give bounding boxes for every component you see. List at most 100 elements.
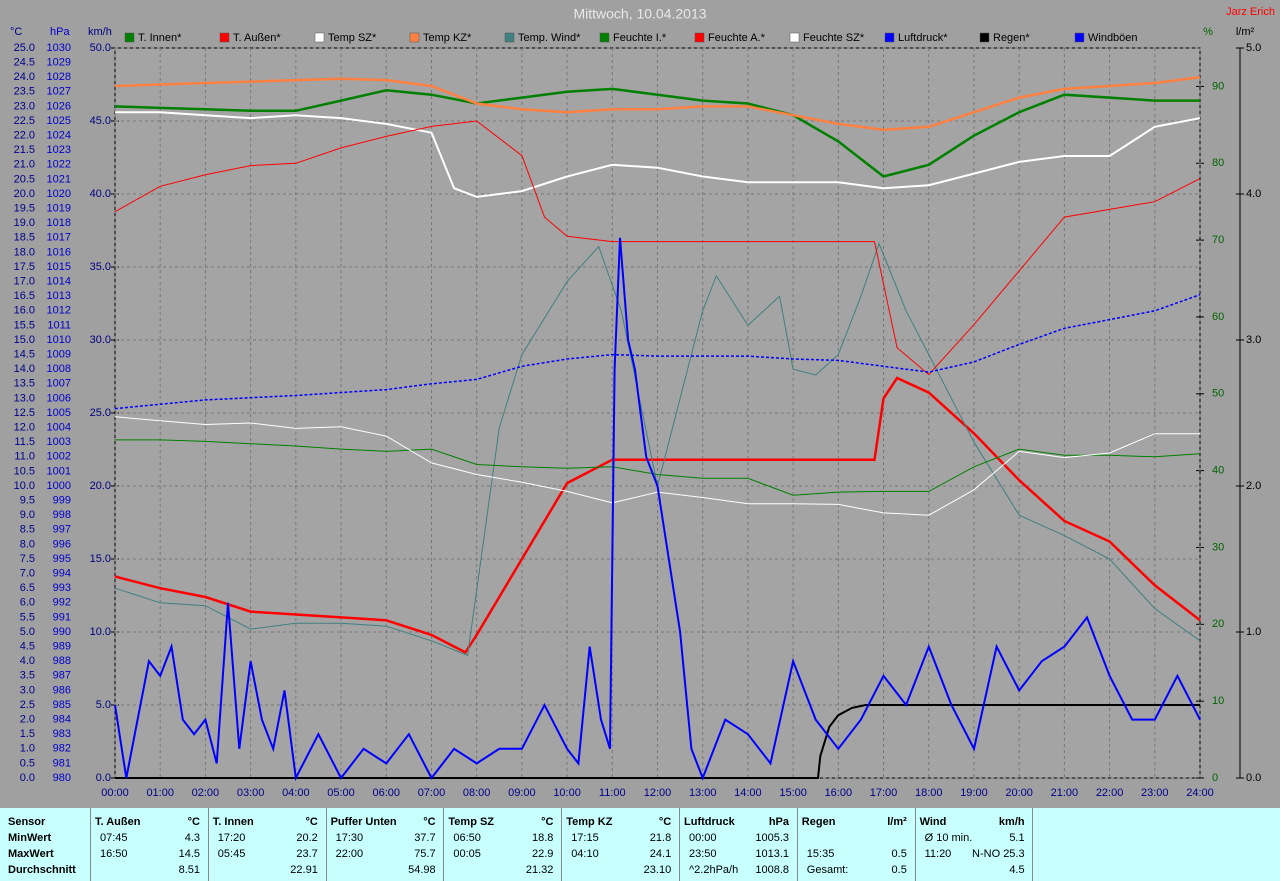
y-tick-label: 987 [53,670,71,682]
series-line [115,704,1200,779]
column-separator [679,808,680,881]
cell-value: 21.8 [649,832,672,844]
cell-label: 17:30 [335,832,364,844]
x-tick-label: 07:00 [418,787,446,799]
x-tick-label: 00:00 [101,787,129,799]
y-tick-label: 1006 [47,392,71,404]
y-tick-label: 25.0 [90,407,111,419]
column-separator [90,808,91,881]
y-tick-label: 5.0 [20,626,35,638]
cell-value: 4.5 [1009,864,1025,876]
y-tick-label: 40 [1212,465,1224,477]
legend-label: Windböen [1088,32,1138,44]
y-tick-label: 20.0 [90,480,111,492]
y-tick-label: 15.5 [14,319,35,331]
x-tick-label: 04:00 [282,787,310,799]
cell-label: 07:45 [100,832,128,844]
row-label: MaxWert [8,848,54,860]
group-name: Temp KZ [566,816,613,828]
cell-label: 15:35 [806,848,835,860]
column-separator [796,808,798,881]
cell-value: 75.7 [414,848,436,860]
cell-label: 11:20 [924,848,952,860]
y-tick-label: 1018 [47,217,71,229]
y-tick-label: 18.5 [14,232,35,244]
group-name: Regen [801,816,836,828]
legend-swatch [1074,32,1085,43]
y-tick-label: 1.5 [20,728,35,740]
legend-label: Feuchte SZ* [803,32,865,44]
y-tick-label: 23.0 [14,100,35,112]
x-tick-label: 17:00 [870,787,898,799]
y-tick-label: 17.0 [14,276,35,288]
y-tick-label: 989 [53,641,71,653]
y-tick-label: 1.0 [1246,626,1261,638]
y-tick-label: 5.0 [96,699,111,711]
y-tick-label: 9.0 [20,509,35,521]
cell-value: 22.9 [531,848,554,860]
y-tick-label: 24.5 [14,57,35,69]
column-separator [207,808,209,881]
y-tick-label: 21.0 [14,159,35,171]
y-tick-label: 4.0 [20,655,35,667]
y-tick-label: 991 [53,611,71,623]
y-tick-label: 11.5 [14,436,35,448]
cell-label: 00:05 [453,848,481,860]
x-tick-label: 23:00 [1141,787,1169,799]
y-tick-label: 1000 [47,480,71,492]
cell-label: Ø 10 min. [924,832,973,844]
group-name: T. Außen [95,816,141,828]
y-tick-label: 985 [53,699,71,711]
y-tick-label: 996 [53,538,71,550]
cell-value: 22.91 [290,864,318,876]
y-tick-label: 1007 [47,378,71,390]
legend-swatch [124,32,135,43]
x-tick-label: 08:00 [463,787,491,799]
y-tick-label: 12.5 [14,407,35,419]
y-tick-label: 994 [53,568,71,580]
y-tick-label: 992 [53,597,71,609]
y-tick-label: 1012 [47,305,71,317]
y-tick-label: 983 [53,728,71,740]
y-tick-label: 2.0 [1246,480,1261,492]
y-tick-label: 1005 [47,407,71,419]
y-tick-label: 40.0 [90,188,111,200]
y-tick-label: 997 [53,524,71,536]
y-tick-label: 10.5 [14,465,35,477]
cell-value: 37.7 [414,832,436,844]
y-tick-label: 1021 [47,173,71,185]
y-tick-label: 1029 [47,57,71,69]
legend-swatch [979,32,990,43]
series-line [115,111,1201,198]
y-tick-label: 23.5 [14,86,35,98]
y-tick-label: 1002 [47,451,71,463]
y-tick-label: 1003 [47,436,71,448]
y-tick-label: 990 [53,626,71,638]
y-tick-label: 0.0 [20,772,35,784]
y-tick-label: 20.0 [14,188,35,200]
y-tick-label: 1001 [47,465,71,477]
legend-swatch [694,32,705,43]
column-separator [443,808,445,881]
y-tick-label: 986 [53,684,71,696]
legend-label: Temp SZ* [328,32,377,44]
cell-value: 0.5 [891,848,907,860]
x-tick-label: 19:00 [960,787,988,799]
y-tick-label: 1.0 [20,743,35,755]
y-tick-label: 16.5 [14,290,35,302]
cell-value: 5.1 [1009,832,1025,844]
cell-value: 1008.8 [755,864,789,876]
y-tick-label: 20 [1212,618,1224,630]
series-line [114,242,1201,657]
legend-label: Feuchte A.* [708,32,766,44]
cell-value: 1005.3 [755,832,789,844]
axis-unit: l/m² [1236,26,1255,38]
y-tick-label: 1010 [47,334,71,346]
legend-swatch [789,32,800,43]
y-tick-label: 19.0 [14,217,35,229]
y-tick-label: 2.0 [20,714,35,726]
y-tick-label: 24.0 [14,71,35,83]
axis-unit: km/h [88,26,112,38]
legend-label: Regen* [993,32,1030,44]
